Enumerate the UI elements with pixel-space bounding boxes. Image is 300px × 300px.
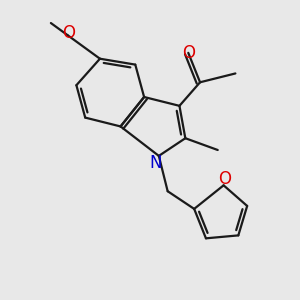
Text: O: O: [182, 44, 195, 62]
Text: N: N: [150, 154, 162, 172]
Text: O: O: [62, 24, 76, 42]
Text: O: O: [219, 170, 232, 188]
